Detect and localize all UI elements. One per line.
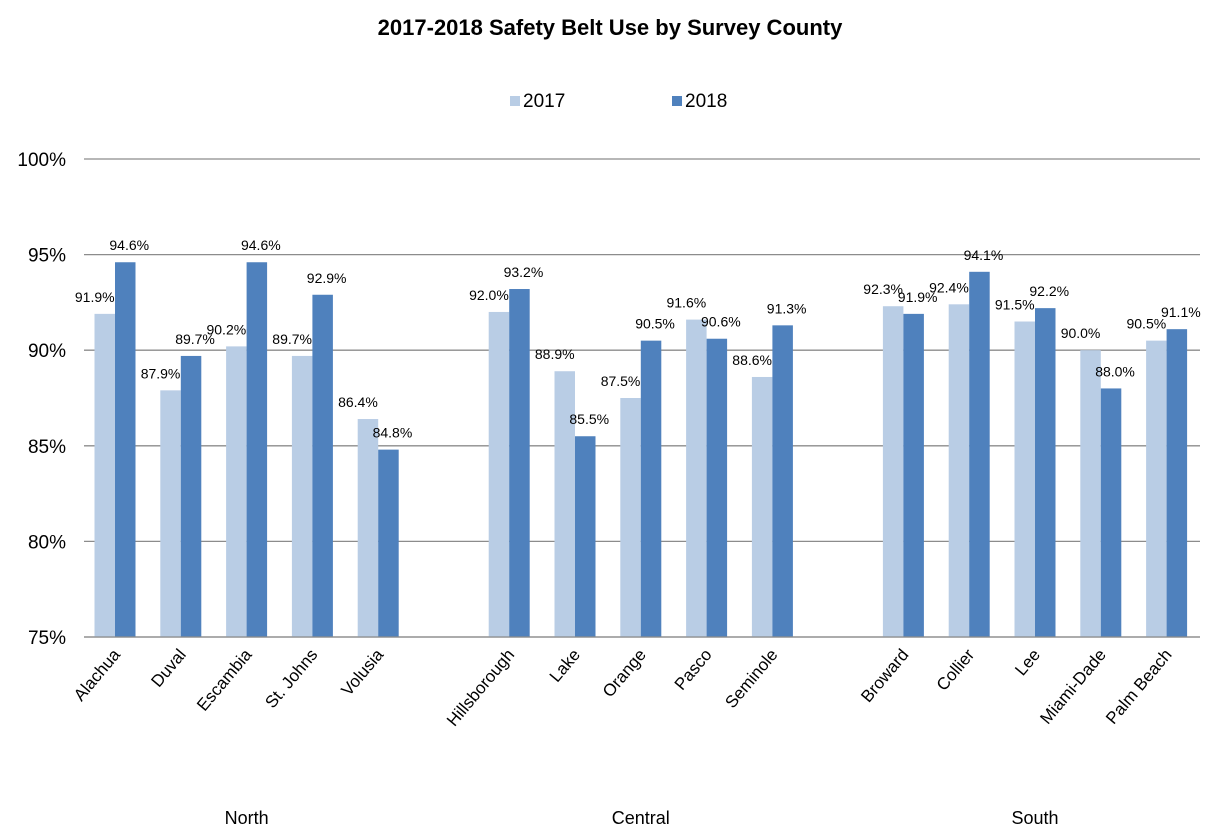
bar-2017 (357, 419, 379, 637)
group-labels: North Central South (225, 808, 1059, 828)
data-label-2018: 90.6% (701, 314, 741, 330)
x-tick-label: Collier (933, 645, 979, 694)
bar-2017 (1014, 321, 1035, 637)
bar-2018 (640, 340, 662, 637)
x-tick-label: Broward (857, 645, 912, 706)
x-tick-label: Seminole (721, 645, 781, 712)
data-label-2018: 91.3% (767, 300, 807, 316)
bar-2017 (94, 313, 115, 637)
data-label-2017: 87.9% (141, 365, 181, 381)
x-tick-label: St. Johns (261, 645, 321, 712)
data-label-2018: 92.9% (307, 270, 347, 286)
y-axis: 75% 80% 85% 90% 95% 100% (17, 150, 66, 649)
x-tick-label: Lee (1011, 645, 1044, 679)
data-label-2018: 91.9% (898, 289, 938, 305)
y-tick-label: 90% (28, 341, 66, 362)
chart-title: 2017-2018 Safety Belt Use by Survey Coun… (378, 15, 843, 40)
data-label-2018: 94.1% (964, 247, 1004, 263)
legend-swatch (510, 96, 520, 106)
x-tick-label: Pasco (671, 645, 716, 693)
data-label-2017: 90.2% (206, 321, 246, 337)
data-label-2018: 85.5% (569, 411, 609, 427)
bars: 91.9%94.6%87.9%89.7%90.2%94.6%89.7%92.9%… (75, 237, 1201, 637)
bar-2017 (291, 355, 313, 637)
bar-2018 (378, 449, 399, 637)
y-tick-label: 75% (28, 628, 66, 649)
group-label: South (1011, 808, 1058, 828)
bar-2018 (575, 436, 596, 637)
data-label-2017: 86.4% (338, 394, 378, 410)
x-tick-label: Orange (599, 645, 650, 701)
bar-2018 (1100, 388, 1122, 637)
data-label-2017: 88.9% (535, 346, 575, 362)
group-label: North (225, 808, 269, 828)
bar-2017 (620, 398, 641, 637)
x-axis: Alachua Duval Escambia St. Johns Volusia Hill… (70, 636, 1200, 730)
bar-2017 (948, 304, 970, 637)
data-label-2017: 88.6% (732, 352, 772, 368)
bar-2017 (488, 311, 510, 637)
bar-2018 (772, 325, 793, 637)
data-label-2018: 89.7% (175, 331, 215, 347)
data-label-2018: 91.1% (1161, 304, 1201, 320)
bar-2018 (509, 289, 530, 637)
x-tick-label: Lake (546, 645, 584, 685)
bar-2017 (882, 306, 904, 637)
data-label-2018: 93.2% (504, 264, 544, 280)
bar-2017 (1146, 340, 1167, 637)
bar-2017 (160, 390, 181, 637)
x-tick-label: Escambia (193, 645, 256, 715)
data-label-2018: 92.2% (1029, 283, 1069, 299)
x-tick-label: Hillsborough (443, 645, 518, 730)
bar-2018 (180, 355, 202, 637)
bar-2018 (1166, 329, 1188, 637)
x-tick-label: Duval (147, 645, 189, 691)
bar-2017 (554, 371, 575, 637)
bar-2017 (751, 376, 773, 637)
bar-2018 (246, 262, 268, 637)
y-tick-label: 85% (28, 437, 66, 458)
data-label-2018: 88.0% (1095, 363, 1135, 379)
x-tick-label: Miami-Dade (1036, 645, 1109, 727)
data-label-2017: 92.0% (469, 287, 509, 303)
data-label-2017: 91.5% (995, 297, 1035, 313)
bar-2018 (1035, 308, 1056, 637)
group-label: Central (612, 808, 670, 828)
data-label-2017: 89.7% (272, 331, 312, 347)
x-tick-label: Volusia (337, 645, 387, 700)
data-label-2018: 94.6% (109, 237, 149, 253)
bar-2018 (706, 338, 728, 637)
data-label-2017: 91.9% (75, 289, 115, 305)
bar-2018 (903, 313, 924, 637)
data-label-2017: 92.3% (863, 281, 903, 297)
bar-2018 (312, 294, 333, 637)
y-tick-label: 100% (17, 150, 66, 171)
data-label-2018: 84.8% (373, 425, 413, 441)
y-tick-label: 95% (28, 246, 66, 267)
x-tick-label: Palm Beach (1102, 645, 1175, 727)
data-label-2017: 90.5% (1126, 316, 1166, 332)
y-tick-label: 80% (28, 532, 66, 553)
legend-swatch (672, 96, 682, 106)
legend-label: 2018 (685, 91, 727, 112)
bar-2017 (686, 319, 707, 637)
legend-label: 2017 (523, 91, 565, 112)
data-label-2017: 87.5% (601, 373, 641, 389)
bar-2017 (226, 346, 247, 637)
bar-2017 (1080, 350, 1101, 637)
data-label-2017: 92.4% (929, 279, 969, 295)
legend: 2017 2018 (510, 91, 727, 112)
x-tick-label: Alachua (70, 645, 124, 705)
bar-2018 (969, 271, 990, 637)
data-label-2017: 90.0% (1061, 325, 1101, 341)
data-label-2018: 90.5% (635, 316, 675, 332)
data-label-2018: 94.6% (241, 237, 281, 253)
bar-2018 (115, 262, 136, 637)
data-label-2017: 91.6% (666, 295, 706, 311)
